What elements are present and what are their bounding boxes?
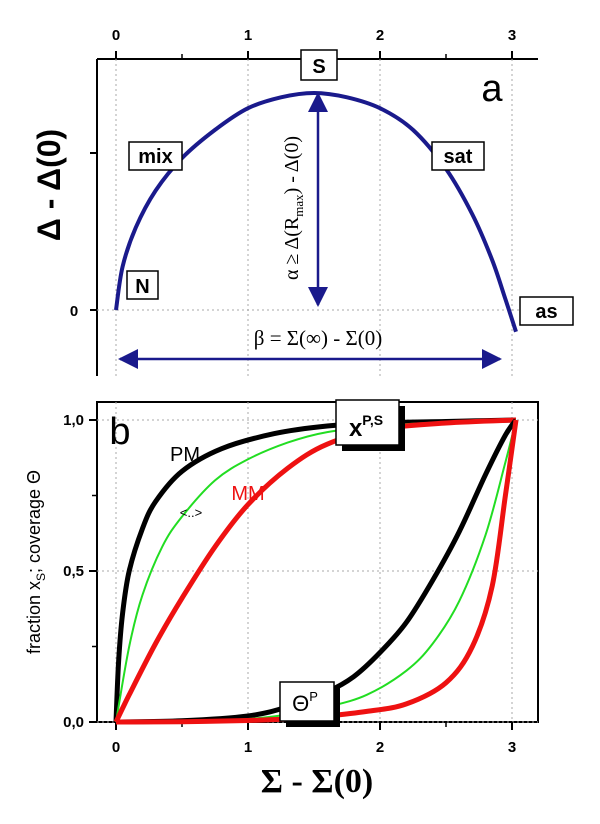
label-xps: xP,S bbox=[349, 412, 383, 442]
panel-a-top-tick-label-1: 1 bbox=[244, 27, 252, 44]
label-n: N bbox=[135, 276, 149, 298]
theta-sup: P bbox=[309, 689, 318, 704]
y-label-main: fraction x bbox=[24, 581, 44, 654]
label-box-xps: xP,S bbox=[335, 399, 405, 451]
panel-b-y-tick-label-1: 0,5 bbox=[63, 563, 84, 580]
panel-a-label: a bbox=[481, 68, 503, 110]
panel-a: 0 1 2 3 0 a Δ - Δ(0) β = Σ(∞) - Σ(0) α ≥ Δ(… bbox=[31, 27, 574, 376]
alpha-label-sub: max bbox=[291, 194, 306, 217]
panel-a-top-tick-label-0: 0 bbox=[112, 27, 120, 44]
label-box-theta: ΘP bbox=[279, 681, 340, 727]
xps-sup: P,S bbox=[362, 412, 383, 428]
alpha-label-main: α ≥ Δ(R bbox=[281, 216, 303, 280]
label-box-n: N bbox=[126, 270, 159, 300]
panel-a-curve bbox=[114, 90, 518, 333]
y-label-sub: S bbox=[34, 573, 48, 581]
label-as: as bbox=[535, 301, 557, 323]
panel-b-curve-3 bbox=[115, 418, 519, 725]
label-mix: mix bbox=[138, 146, 172, 168]
panel-b-label: b bbox=[109, 411, 130, 453]
label-mid: <..> bbox=[180, 505, 202, 520]
alpha-label: α ≥ Δ(Rmax) - Δ(0) bbox=[281, 136, 306, 280]
label-pm: PM bbox=[170, 444, 200, 466]
panel-a-top-tick-label-2: 2 bbox=[376, 27, 384, 44]
panel-b-y-tick-label-0: 0,0 bbox=[63, 714, 84, 731]
label-box-sat: sat bbox=[431, 141, 485, 171]
xps-base: x bbox=[349, 415, 363, 442]
label-sat: sat bbox=[444, 146, 473, 168]
beta-label: β = Σ(∞) - Σ(0) bbox=[254, 326, 382, 350]
panel-a-y-axis-label: Δ - Δ(0) bbox=[31, 129, 67, 241]
panel-b-ticks: 0 1 2 3 0,0 0,5 1,0 bbox=[63, 412, 516, 756]
label-box-mix: mix bbox=[128, 141, 183, 171]
label-mm: MM bbox=[231, 483, 264, 505]
panel-b-x-tick-label-3: 3 bbox=[508, 739, 516, 756]
panel-b-x-tick-label-1: 1 bbox=[244, 739, 252, 756]
panel-b-y-axis-label: fraction xS; coverage Θ bbox=[24, 470, 48, 654]
panel-b-x-tick-label-2: 2 bbox=[376, 739, 384, 756]
alpha-label-tail: ) - Δ(0) bbox=[281, 136, 303, 194]
label-box-as: as bbox=[519, 296, 574, 326]
panel-b-curve-5 bbox=[115, 419, 519, 725]
panel-b-y-tick-label-2: 1,0 bbox=[63, 412, 84, 429]
label-s: S bbox=[312, 56, 325, 78]
panel-b-x-tick-label-0: 0 bbox=[112, 739, 120, 756]
panel-a-y-tick-label: 0 bbox=[70, 303, 78, 320]
panel-a-top-tick-label-3: 3 bbox=[508, 27, 516, 44]
panel-b-x-axis-label: Σ - Σ(0) bbox=[261, 763, 373, 800]
panel-b-curve-2 bbox=[113, 417, 517, 724]
label-box-s: S bbox=[300, 49, 338, 81]
y-label-tail: ; coverage Θ bbox=[24, 470, 44, 573]
label-theta: ΘP bbox=[292, 689, 318, 716]
panel-a-top-ticks: 0 1 2 3 bbox=[112, 27, 516, 59]
theta-base: Θ bbox=[292, 691, 309, 716]
panel-b: 0 1 2 30,00,51,0 b fraction xS; coverage Θ … bbox=[24, 399, 539, 800]
